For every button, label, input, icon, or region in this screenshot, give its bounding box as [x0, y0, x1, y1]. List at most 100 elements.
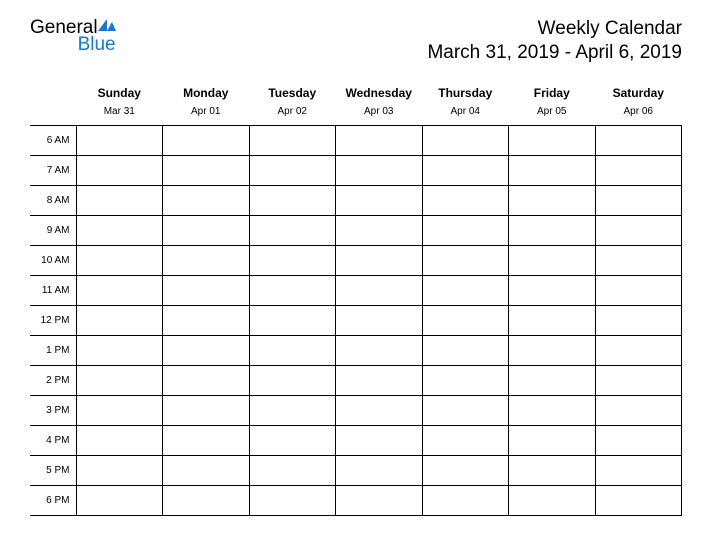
calendar-cell[interactable]: [76, 336, 163, 366]
calendar-cell[interactable]: [336, 246, 423, 276]
calendar-cell[interactable]: [249, 336, 336, 366]
calendar-cell[interactable]: [336, 366, 423, 396]
calendar-cell[interactable]: [422, 396, 509, 426]
calendar-cell[interactable]: [422, 336, 509, 366]
calendar-cell[interactable]: [509, 156, 596, 186]
calendar-cell[interactable]: [422, 306, 509, 336]
date-header: Apr 06: [595, 102, 682, 126]
calendar-cell[interactable]: [336, 216, 423, 246]
calendar-cell[interactable]: [249, 156, 336, 186]
calendar-cell[interactable]: [76, 156, 163, 186]
calendar-cell[interactable]: [422, 186, 509, 216]
time-row: 6 PM: [30, 486, 682, 516]
calendar-cell[interactable]: [509, 216, 596, 246]
calendar-cell[interactable]: [336, 396, 423, 426]
calendar-cell[interactable]: [595, 216, 682, 246]
calendar-cell[interactable]: [509, 306, 596, 336]
calendar-cell[interactable]: [163, 396, 250, 426]
calendar-cell[interactable]: [163, 426, 250, 456]
time-label: 6 AM: [30, 126, 76, 156]
calendar-cell[interactable]: [163, 306, 250, 336]
calendar-cell[interactable]: [163, 336, 250, 366]
calendar-cell[interactable]: [76, 396, 163, 426]
date-header: Apr 03: [336, 102, 423, 126]
calendar-cell[interactable]: [76, 246, 163, 276]
calendar-cell[interactable]: [509, 396, 596, 426]
calendar-cell[interactable]: [76, 126, 163, 156]
calendar-cell[interactable]: [163, 156, 250, 186]
calendar-cell[interactable]: [336, 456, 423, 486]
calendar-cell[interactable]: [422, 486, 509, 516]
calendar-cell[interactable]: [163, 456, 250, 486]
calendar-cell[interactable]: [249, 306, 336, 336]
calendar-cell[interactable]: [163, 366, 250, 396]
calendar-cell[interactable]: [76, 456, 163, 486]
calendar-cell[interactable]: [336, 126, 423, 156]
calendar-cell[interactable]: [595, 396, 682, 426]
calendar-cell[interactable]: [595, 306, 682, 336]
calendar-cell[interactable]: [595, 486, 682, 516]
calendar-cell[interactable]: [249, 396, 336, 426]
calendar-cell[interactable]: [509, 246, 596, 276]
calendar-cell[interactable]: [509, 366, 596, 396]
calendar-cell[interactable]: [422, 456, 509, 486]
calendar-cell[interactable]: [76, 186, 163, 216]
calendar-cell[interactable]: [422, 246, 509, 276]
calendar-cell[interactable]: [76, 366, 163, 396]
calendar-cell[interactable]: [595, 186, 682, 216]
calendar-cell[interactable]: [422, 126, 509, 156]
calendar-cell[interactable]: [422, 216, 509, 246]
calendar-cell[interactable]: [76, 276, 163, 306]
calendar-cell[interactable]: [336, 276, 423, 306]
calendar-cell[interactable]: [163, 186, 250, 216]
calendar-cell[interactable]: [595, 126, 682, 156]
calendar-cell[interactable]: [163, 126, 250, 156]
calendar-cell[interactable]: [249, 426, 336, 456]
calendar-cell[interactable]: [509, 486, 596, 516]
calendar-cell[interactable]: [336, 186, 423, 216]
calendar-cell[interactable]: [336, 306, 423, 336]
calendar-cell[interactable]: [249, 456, 336, 486]
calendar-cell[interactable]: [249, 126, 336, 156]
calendar-cell[interactable]: [76, 216, 163, 246]
calendar-cell[interactable]: [76, 306, 163, 336]
time-row: 4 PM: [30, 426, 682, 456]
calendar-cell[interactable]: [336, 156, 423, 186]
calendar-cell[interactable]: [336, 486, 423, 516]
calendar-cell[interactable]: [249, 366, 336, 396]
calendar-cell[interactable]: [509, 276, 596, 306]
calendar-cell[interactable]: [509, 126, 596, 156]
calendar-cell[interactable]: [595, 336, 682, 366]
calendar-cell[interactable]: [509, 426, 596, 456]
calendar-cell[interactable]: [422, 276, 509, 306]
calendar-cell[interactable]: [595, 366, 682, 396]
calendar-cell[interactable]: [509, 186, 596, 216]
calendar-cell[interactable]: [595, 156, 682, 186]
calendar-cell[interactable]: [422, 156, 509, 186]
time-row: 5 PM: [30, 456, 682, 486]
calendar-cell[interactable]: [595, 246, 682, 276]
calendar-cell[interactable]: [422, 426, 509, 456]
calendar-cell[interactable]: [163, 216, 250, 246]
calendar-cell[interactable]: [249, 486, 336, 516]
calendar-cell[interactable]: [249, 186, 336, 216]
calendar-cell[interactable]: [336, 426, 423, 456]
calendar-cell[interactable]: [76, 486, 163, 516]
calendar-cell[interactable]: [249, 276, 336, 306]
logo-text: General Blue: [30, 18, 116, 54]
calendar-cell[interactable]: [163, 486, 250, 516]
calendar-cell[interactable]: [422, 366, 509, 396]
calendar-cell[interactable]: [163, 246, 250, 276]
calendar-cell[interactable]: [249, 216, 336, 246]
calendar-cell[interactable]: [163, 276, 250, 306]
calendar-cell[interactable]: [76, 426, 163, 456]
calendar-cell[interactable]: [509, 456, 596, 486]
calendar-cell[interactable]: [249, 246, 336, 276]
calendar-cell[interactable]: [595, 426, 682, 456]
calendar-cell[interactable]: [509, 336, 596, 366]
day-header: Saturday: [595, 82, 682, 102]
time-row: 3 PM: [30, 396, 682, 426]
calendar-cell[interactable]: [595, 456, 682, 486]
calendar-cell[interactable]: [595, 276, 682, 306]
calendar-cell[interactable]: [336, 336, 423, 366]
